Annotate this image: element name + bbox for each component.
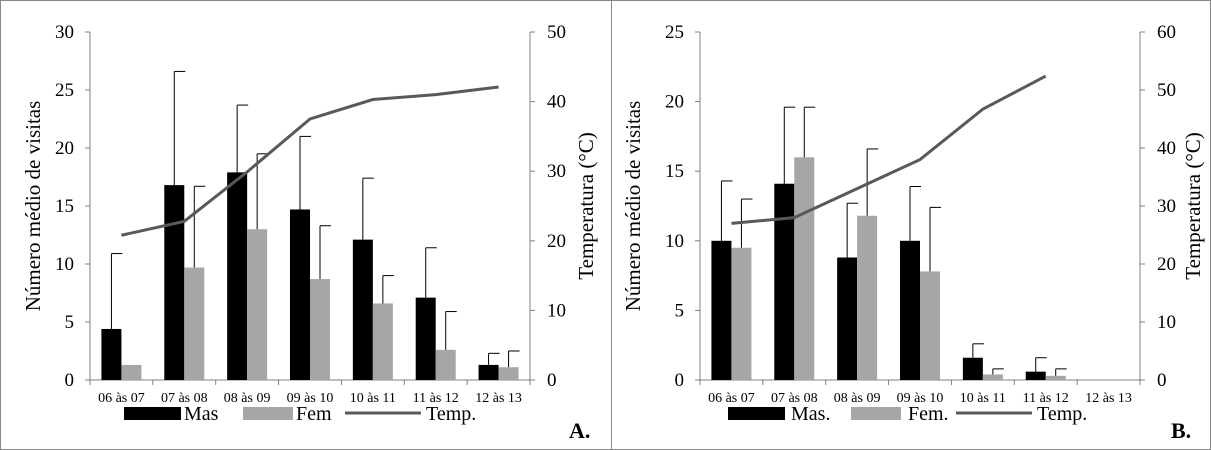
right-tick-label: 60: [1157, 22, 1176, 43]
x-tick-label: 08 às 09: [834, 391, 881, 406]
chart-a: 0 5 10 15 20 25 30 0 10 20 30 40 50 06 às 07 07 às 08 0…: [21, 22, 598, 443]
left-tick-label: 25: [665, 22, 684, 43]
bar-mas: [711, 240, 732, 380]
legend-label-temperature: Temp.: [1037, 403, 1087, 425]
bar-mas: [227, 172, 248, 380]
bar-fem: [1045, 375, 1066, 380]
x-tick-label: 09 às 10: [897, 391, 944, 406]
bar-fem: [857, 215, 878, 380]
legend-label-temperature: Temp.: [426, 403, 476, 425]
panel-label: A.: [569, 418, 590, 443]
left-tick-label: 30: [55, 22, 74, 43]
legend-label-male: Mas: [184, 403, 219, 425]
legend-label-female: Fem: [296, 403, 332, 425]
x-tick-label: 10 às 11: [350, 391, 396, 406]
temperature-line: [731, 74, 1047, 225]
right-tick-label: 20: [1157, 254, 1176, 275]
left-tick-label: 20: [55, 138, 74, 159]
x-tick-label: 06 às 07: [708, 391, 755, 406]
x-tick-label: 08 às 09: [224, 391, 271, 406]
left-tick-label: 10: [55, 254, 74, 275]
legend-label-male: Mas.: [791, 403, 830, 425]
bar-mas: [837, 257, 858, 380]
bar-mas: [900, 240, 920, 380]
left-tick-label: 5: [675, 300, 685, 321]
x-tick-label: 06 às 07: [98, 391, 145, 406]
left-tick-label: 15: [55, 196, 74, 217]
right-tick-label: 50: [1157, 80, 1176, 101]
bar-mas: [962, 357, 983, 380]
bar-fem: [184, 267, 205, 380]
right-tick-label: 40: [1157, 138, 1176, 159]
bar-fem: [121, 364, 142, 380]
right-tick-label: 50: [547, 22, 566, 43]
x-tick-label: 11 às 12: [413, 391, 459, 406]
left-tick-label: 20: [665, 92, 684, 113]
left-tick-label: 25: [55, 80, 74, 101]
bar-fem: [498, 367, 519, 380]
left-tick-label: 5: [65, 312, 75, 333]
bar-mas: [101, 328, 122, 380]
chart-b: 0 5 10 15 20 25 0 10 20 30 40 50 60 06 às 07 07 às 08 0…: [621, 22, 1205, 443]
y2-axis-title: Temperatura (°C): [1181, 132, 1205, 279]
right-tick-label: 20: [547, 231, 566, 252]
legend-swatch-male: [728, 407, 785, 420]
right-tick-label: 30: [547, 161, 566, 182]
bar-mas: [415, 297, 436, 380]
bar-fem: [920, 271, 940, 380]
left-tick-label: 0: [675, 370, 685, 391]
temperature-line: [121, 85, 499, 237]
right-tick-label: 30: [1157, 196, 1176, 217]
bar-fem: [310, 279, 330, 380]
bar-mas: [774, 183, 795, 380]
x-tick-label: 11 às 12: [1023, 391, 1069, 406]
x-tick-label: 09 às 10: [287, 391, 334, 406]
y-axis-title: Número médio de visitas: [621, 101, 645, 312]
x-tick-label: 07 às 08: [161, 391, 208, 406]
bar-fem: [435, 349, 456, 380]
left-tick-label: 0: [65, 370, 75, 391]
right-tick-label: 0: [1157, 370, 1167, 391]
bar-fem: [372, 303, 393, 380]
right-tick-label: 10: [547, 300, 566, 321]
x-tick-label: 12 às 13: [1085, 391, 1132, 406]
right-tick-label: 0: [547, 370, 557, 391]
legend: Mas Fem Temp.: [124, 403, 476, 425]
legend-label-female: Fem.: [908, 403, 949, 425]
bar-fem: [794, 157, 815, 380]
bar-fem: [982, 374, 1003, 380]
bar-fem: [731, 247, 752, 380]
bar-mas: [290, 209, 310, 380]
legend-swatch-female: [243, 407, 293, 420]
legend-swatch-male: [124, 407, 181, 420]
bar-fem: [247, 229, 268, 380]
right-tick-label: 40: [547, 92, 566, 113]
y-axis-title: Número médio de visitas: [21, 101, 45, 312]
right-tick-label: 10: [1157, 312, 1176, 333]
legend-swatch-female: [851, 407, 901, 420]
x-tick-label: 07 às 08: [771, 391, 818, 406]
bar-mas: [352, 239, 373, 380]
left-tick-label: 10: [665, 231, 684, 252]
bar-mas: [478, 364, 499, 380]
left-tick-label: 15: [665, 161, 684, 182]
bar-mas: [1025, 371, 1046, 380]
y2-axis-title: Temperatura (°C): [574, 132, 598, 279]
x-tick-label: 12 às 13: [475, 391, 522, 406]
legend: Mas. Fem. Temp.: [728, 403, 1087, 425]
x-tick-label: 10 às 11: [960, 391, 1006, 406]
bar-mas: [164, 185, 185, 380]
panel-label: B.: [1171, 418, 1191, 443]
